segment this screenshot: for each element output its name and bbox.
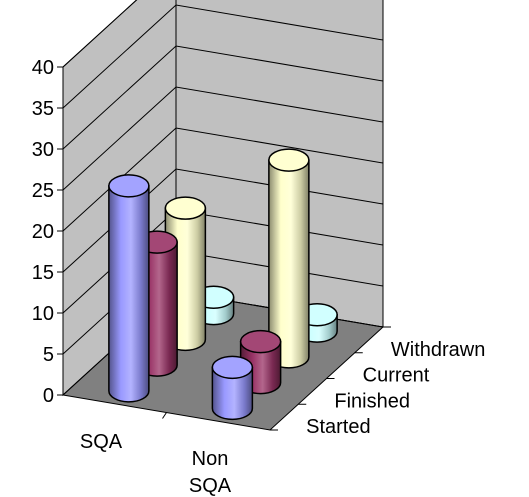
series-label-finished: Finished <box>334 390 410 412</box>
series-label-current: Current <box>363 365 430 387</box>
y-tick-label: 5 <box>43 344 54 366</box>
series-label-withdrawn: Withdrawn <box>391 339 485 361</box>
cylinder-top <box>164 196 207 220</box>
depth-axis-series-labels: Started Finished Current Withdrawn <box>306 339 485 438</box>
y-tick-label: 0 <box>43 385 54 407</box>
gridline <box>62 45 384 150</box>
y-tick-label: 10 <box>32 303 54 325</box>
cylinder-body <box>108 185 150 403</box>
series-label-started: Started <box>306 416 370 438</box>
y-tick-label: 25 <box>32 180 54 202</box>
x-category-label: SQA <box>80 431 123 453</box>
gridline <box>62 4 384 109</box>
y-axis-ticks: 0 5 10 15 20 25 30 35 40 <box>32 57 54 407</box>
y-tick-label: 35 <box>32 98 54 120</box>
bar-started-2 <box>211 355 254 421</box>
x-category-label: Non SQA <box>189 448 232 497</box>
cylinder-top <box>108 174 150 198</box>
gridlines <box>57 0 391 431</box>
gridline <box>62 0 138 68</box>
gridline <box>62 127 384 232</box>
y-tick-label: 40 <box>32 57 54 79</box>
cylinder-body <box>211 366 254 421</box>
y-tick-label: 20 <box>32 221 54 243</box>
bar-started-1 <box>108 174 150 403</box>
x-axis-categories: SQA Non SQA <box>80 431 232 497</box>
cylinder-top <box>268 148 310 172</box>
y-tick-label: 15 <box>32 262 54 284</box>
cylinder-top <box>211 355 254 380</box>
x-tick-mark <box>162 412 167 419</box>
cylinder-top <box>239 329 282 354</box>
y-tick-label: 30 <box>32 139 54 161</box>
bars <box>108 148 338 421</box>
gridline <box>62 168 384 273</box>
gridline <box>62 86 384 191</box>
